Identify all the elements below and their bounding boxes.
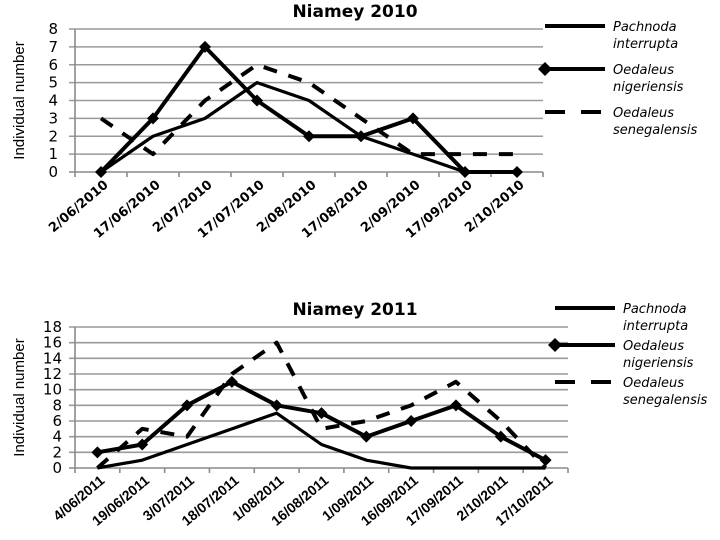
- y-tick-label: 6: [52, 412, 62, 430]
- diamond-marker-icon: [539, 454, 552, 467]
- series-oedaleus-senegalensis: [99, 62, 517, 157]
- y-tick-label: 18: [43, 318, 62, 336]
- diamond-marker-icon: [494, 430, 507, 443]
- legend-label: interrupta: [613, 37, 678, 52]
- legend-label: interrupta: [623, 319, 688, 334]
- legend-item: Oedaleus senegalensis: [545, 106, 697, 138]
- legend-item: Oedaleus senegalensis: [555, 376, 707, 408]
- y-axis-label: Individual number: [11, 41, 28, 159]
- diamond-marker-icon: [355, 130, 367, 143]
- diamond-marker-icon: [181, 399, 194, 412]
- chart-niamey-2010: Niamey 2010 0 1 2 3 4 5 6 7 8 Individual number 2/0…: [11, 2, 697, 242]
- legend-label: Pachnoda: [623, 302, 687, 317]
- y-tick-label: 0: [52, 459, 62, 477]
- diamond-marker-icon: [449, 399, 462, 412]
- chart-title: Niamey 2010: [292, 2, 417, 22]
- y-tick-label: 4: [52, 428, 62, 446]
- diamond-marker-icon: [251, 94, 263, 107]
- y-tick-label: 2: [48, 127, 58, 145]
- legend-label: nigeriensis: [623, 356, 694, 371]
- legend-item: Oedaleus nigeriensis: [538, 62, 684, 95]
- diamond-marker-icon: [199, 40, 211, 53]
- chart-niamey-2011: Niamey 2011 0 2 4 6 8 10 12 14 16 18 Individual num…: [0, 285, 720, 540]
- y-tick-label: 7: [48, 38, 58, 56]
- diamond-marker-icon: [538, 62, 552, 76]
- y-tick-label: 8: [48, 20, 58, 38]
- y-tick-label: 0: [48, 163, 58, 181]
- diamond-marker-icon: [511, 166, 523, 178]
- y-tick-label: 6: [48, 56, 58, 74]
- legend-label: Oedaleus: [613, 106, 674, 121]
- diamond-marker-icon: [315, 407, 328, 420]
- y-axis-label: Individual number: [11, 338, 28, 456]
- legend-label: Oedaleus: [613, 63, 674, 78]
- y-tick-label: 5: [48, 74, 58, 92]
- y-tick-label: 16: [43, 334, 62, 352]
- series-oedaleus-nigeriensis: [95, 40, 523, 178]
- y-tick-label: 12: [43, 365, 62, 383]
- series-pachnoda-interrupta: [100, 81, 517, 174]
- y-tick-label: 8: [52, 396, 62, 414]
- diamond-marker-icon: [91, 446, 104, 459]
- diamond-marker-icon: [270, 399, 283, 412]
- series-oedaleus-nigeriensis: [91, 375, 552, 467]
- series-oedaleus-senegalensis: [96, 340, 548, 470]
- y-tick-label: 4: [48, 92, 58, 110]
- diamond-marker-icon: [225, 375, 238, 388]
- legend-item: Pachnoda interrupta: [555, 302, 688, 334]
- chart-title: Niamey 2011: [292, 300, 417, 320]
- legend-label: senegalensis: [623, 393, 707, 408]
- y-tick-label: 10: [43, 381, 62, 399]
- legend-item: Oedaleus nigeriensis: [548, 338, 694, 371]
- legend-label: senegalensis: [613, 123, 697, 138]
- legend-label: Oedaleus: [623, 376, 684, 391]
- y-tick-label: 3: [48, 109, 58, 127]
- diamond-marker-icon: [147, 112, 159, 125]
- diamond-marker-icon: [303, 130, 315, 143]
- y-tick-label: 14: [43, 349, 62, 367]
- diamond-marker-icon: [95, 166, 107, 178]
- series-pachnoda-interrupta: [97, 411, 546, 470]
- y-tick-label: 2: [52, 443, 62, 461]
- legend-label: nigeriensis: [613, 80, 684, 95]
- diamond-marker-icon: [136, 438, 149, 451]
- legend-label: Pachnoda: [613, 20, 677, 35]
- legend-item: Pachnoda interrupta: [545, 20, 678, 52]
- diamond-marker-icon: [548, 338, 562, 352]
- legend-label: Oedaleus: [623, 339, 684, 354]
- y-tick-label: 1: [48, 145, 58, 163]
- diamond-marker-icon: [407, 112, 419, 125]
- diamond-marker-icon: [459, 166, 471, 178]
- diamond-marker-icon: [360, 430, 373, 443]
- diamond-marker-icon: [405, 415, 418, 427]
